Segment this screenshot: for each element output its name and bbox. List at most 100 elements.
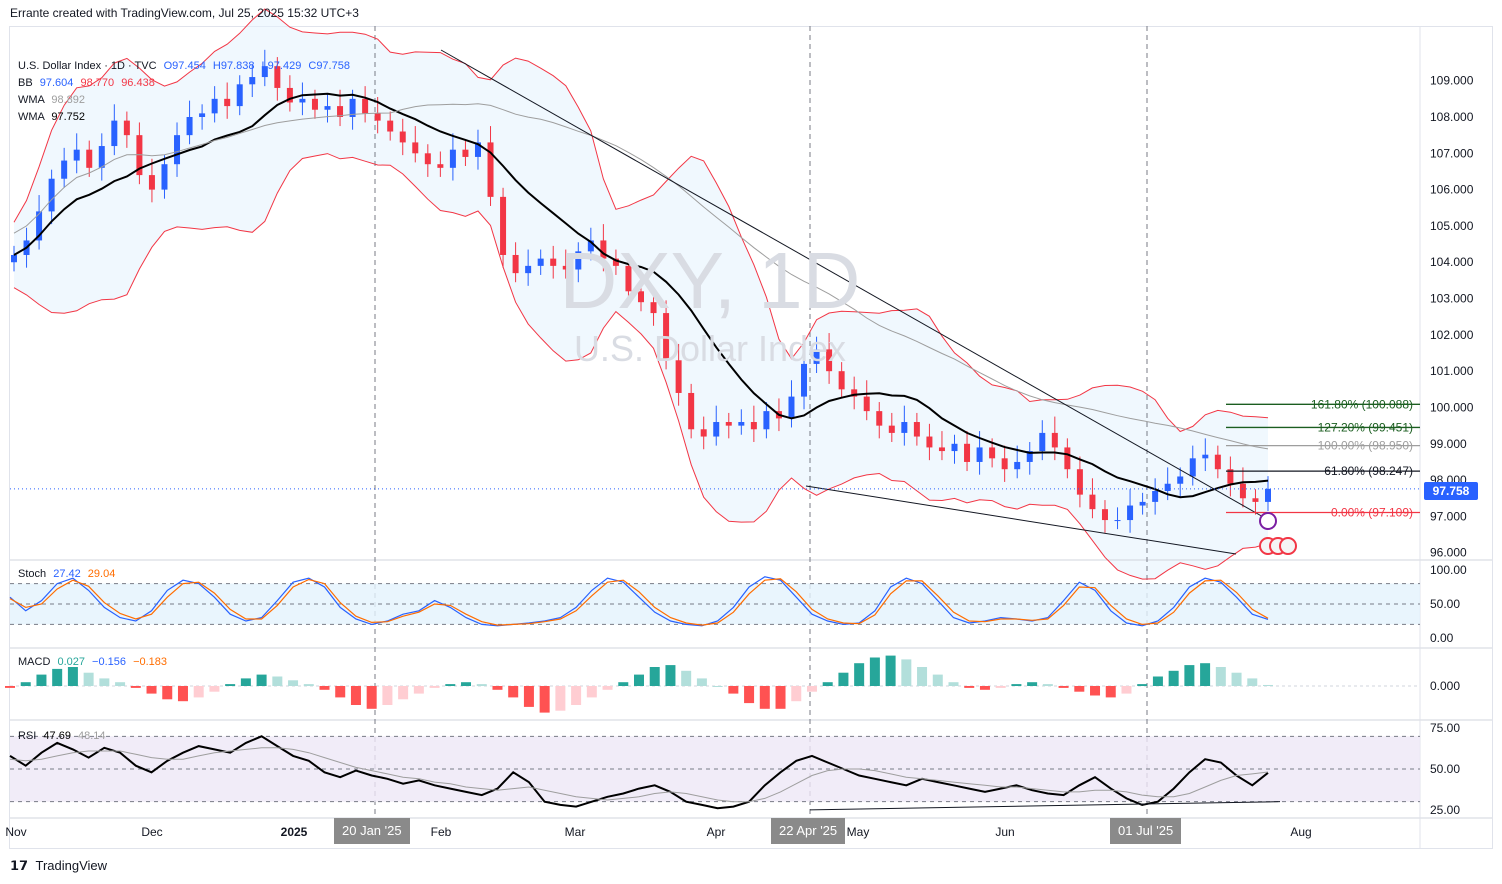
- legend-symbol: U.S. Dollar Index · 1D · TVC: [18, 60, 157, 72]
- footer-brand[interactable]: 𝟭𝟳 TradingView: [10, 858, 107, 874]
- legend-stoch[interactable]: Stoch 27.42 29.04: [18, 568, 115, 580]
- candle-body: [136, 135, 143, 176]
- macd-histogram-bar: [319, 686, 330, 690]
- rsi-axis-label-2: 25.00: [1430, 803, 1460, 817]
- x-axis-label-6: Apr: [707, 825, 726, 839]
- macd-histogram-bar: [995, 686, 1006, 688]
- macd-histogram-bar: [335, 686, 346, 698]
- candle-body: [236, 84, 243, 107]
- macd-histogram-bar: [539, 686, 550, 713]
- legend-bb-upper: 98.770: [80, 77, 115, 89]
- legend-bb[interactable]: BB 97.604 98.770 96.438: [18, 77, 155, 89]
- macd-histogram-bar: [602, 686, 613, 690]
- macd-histogram-bar: [303, 684, 314, 686]
- candle-body: [688, 392, 695, 430]
- candle-body: [838, 371, 845, 390]
- candle-body: [437, 164, 444, 168]
- legend-wma1[interactable]: WMA 98.892: [18, 94, 85, 106]
- candle-body: [738, 422, 745, 426]
- legend-bb-label: BB: [18, 77, 33, 89]
- candle-body: [1014, 461, 1021, 470]
- candle-body: [989, 447, 996, 459]
- macd-histogram-bar: [744, 686, 755, 704]
- macd-histogram-bar: [634, 674, 644, 686]
- candle-body: [61, 160, 68, 179]
- candle-body: [625, 265, 632, 292]
- candle-body: [1202, 454, 1209, 459]
- legend-wma2-value: 97.752: [51, 111, 85, 123]
- macd-histogram-bar: [350, 686, 361, 705]
- macd-histogram-bar: [681, 670, 692, 686]
- footer-brand-label: TradingView: [35, 858, 108, 873]
- candle-body: [148, 175, 155, 190]
- price-axis-label-8: 101.000: [1430, 364, 1474, 378]
- price-axis-label-1: 108.000: [1430, 110, 1474, 124]
- candle-body: [73, 149, 80, 161]
- x-axis-label-1: Dec: [141, 825, 162, 839]
- legend-macd-v3: −0.183: [133, 656, 168, 668]
- price-axis-label-2: 107.000: [1430, 146, 1474, 160]
- rsi-line-RSI: [9, 735, 1269, 810]
- macd-histogram-bar: [854, 663, 865, 686]
- fib-label-1: 127.20% (99.451): [1318, 420, 1413, 434]
- legend-macd[interactable]: MACD 0.027 −0.156 −0.183: [18, 656, 167, 668]
- price-axis-label-13: 96.000: [1430, 546, 1467, 560]
- legend-wma1-label: WMA: [18, 94, 45, 106]
- candle-body: [550, 258, 557, 266]
- macd-histogram-bar: [288, 680, 299, 686]
- candle-body: [199, 113, 206, 117]
- candle-body: [1152, 491, 1159, 502]
- legend-wma2[interactable]: WMA 97.752: [18, 111, 85, 123]
- legend-main[interactable]: U.S. Dollar Index · 1D · TVC O97.454 H97…: [18, 60, 350, 72]
- price-axis-label-0: 109.000: [1430, 74, 1474, 88]
- legend-rsi[interactable]: RSI 47.69 48.14: [18, 730, 106, 742]
- candle-body: [161, 164, 168, 190]
- macd-histogram-bar: [665, 665, 676, 686]
- legend-bb-lower: 96.438: [121, 77, 155, 89]
- candle-body: [700, 429, 707, 437]
- macd-histogram-bar: [979, 686, 990, 690]
- macd-histogram-bar: [1042, 684, 1053, 686]
- candle-body: [412, 142, 419, 154]
- candle-body: [224, 98, 231, 107]
- legend-stoch-k: 27.42: [53, 568, 81, 580]
- candle-body: [249, 77, 256, 85]
- candle-body: [1252, 498, 1259, 502]
- candle-body: [299, 98, 306, 103]
- candle-body: [337, 106, 344, 117]
- macd-histogram-bar: [869, 657, 880, 686]
- macd-histogram-bar: [1090, 686, 1101, 696]
- candle-body: [964, 443, 971, 462]
- macd-histogram-bar: [791, 686, 802, 702]
- macd-histogram-bar: [885, 655, 896, 686]
- macd-histogram-bar: [1137, 684, 1148, 686]
- macd-histogram-bar: [272, 676, 283, 686]
- macd-histogram-bar: [256, 674, 267, 686]
- macd-histogram-bar: [571, 686, 582, 705]
- macd-histogram-bar: [1105, 686, 1116, 698]
- candle-body: [750, 422, 757, 430]
- macd-histogram-bar: [1027, 682, 1038, 686]
- candle-body: [111, 120, 118, 147]
- legend-rsi-v2: 48.14: [78, 730, 106, 742]
- macd-histogram-bar: [1168, 670, 1179, 686]
- candle-body: [311, 98, 318, 110]
- macd-histogram-bar: [5, 686, 15, 688]
- legend-macd-v2: −0.156: [92, 656, 126, 668]
- candle-body: [675, 360, 682, 393]
- candle-body: [600, 240, 607, 259]
- candle-body: [123, 120, 130, 136]
- candle-body: [888, 425, 895, 433]
- candle-body: [449, 149, 456, 168]
- candle-body: [211, 98, 218, 114]
- price-axis-label-10: 99.000: [1430, 437, 1467, 451]
- macd-histogram-bar: [1263, 684, 1273, 686]
- candle-body: [813, 349, 820, 364]
- macd-histogram-bar: [429, 686, 440, 688]
- candle-body: [913, 422, 920, 437]
- candle-body: [1214, 454, 1221, 470]
- candle-body: [801, 363, 808, 397]
- macd-histogram-bar: [461, 682, 472, 686]
- candle-body: [638, 291, 644, 303]
